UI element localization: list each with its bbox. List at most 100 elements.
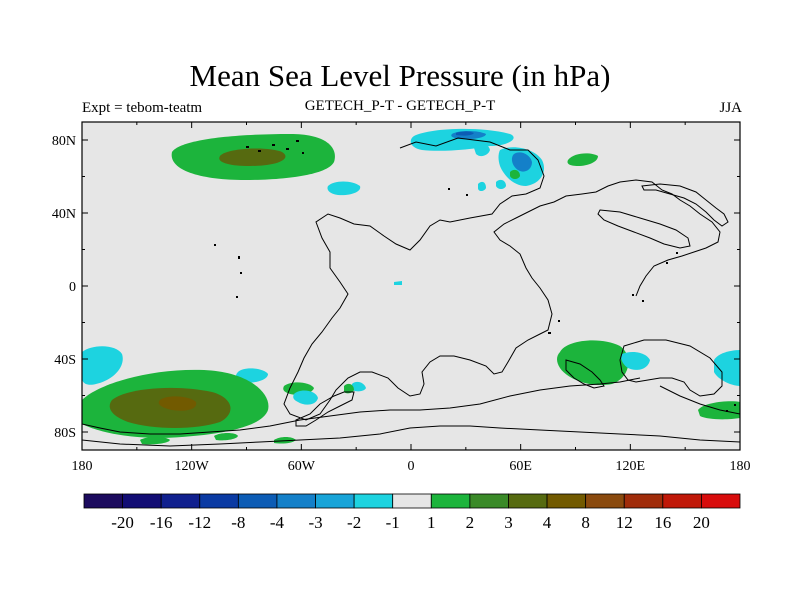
lon-tick-label: 180 bbox=[72, 459, 93, 474]
season-label: JJA bbox=[719, 100, 742, 116]
anomaly-green-asia-small bbox=[567, 153, 598, 166]
island-14 bbox=[642, 300, 644, 302]
island-17 bbox=[448, 188, 450, 190]
colorbar-swatch bbox=[585, 493, 625, 509]
anomaly-east-green bbox=[698, 401, 740, 420]
island-12 bbox=[558, 320, 560, 322]
colorbar-label: 2 bbox=[466, 513, 475, 532]
map-title: Mean Sea Level Pressure (in hPa) bbox=[189, 58, 611, 93]
colorbar-label: -12 bbox=[188, 513, 211, 532]
coastline-northeast-island bbox=[641, 183, 729, 227]
island-6 bbox=[302, 152, 304, 154]
island-7 bbox=[214, 244, 216, 246]
longitude-axis: 180 120W 60W 0 60E 120E 180 bbox=[72, 122, 751, 474]
lat-tick-label: 80S bbox=[54, 426, 76, 441]
anomaly-south-pacific-brown bbox=[158, 396, 197, 411]
anomaly-south-green-1 bbox=[140, 437, 170, 445]
colorbar: -20 -16 -12 -8 -4 -3 -2 -1 1 2 3 4 8 12 16 20 bbox=[83, 493, 741, 532]
colorbar-label: 4 bbox=[543, 513, 552, 532]
colorbar-swatch bbox=[315, 493, 355, 509]
anomaly-south-cyan-west bbox=[82, 346, 123, 385]
lon-tick-label: 180 bbox=[730, 459, 751, 474]
colorbar-swatch bbox=[392, 493, 432, 509]
island-1 bbox=[246, 146, 249, 148]
lat-tick-label: 40S bbox=[54, 353, 76, 368]
anomaly-arctic-cyan-2 bbox=[474, 143, 490, 157]
colorbar-swatch bbox=[623, 493, 664, 509]
coastline-antarctic bbox=[81, 425, 741, 447]
colorbar-label: -1 bbox=[386, 513, 400, 532]
anomaly-south-green-2 bbox=[214, 433, 238, 441]
colorbar-swatch bbox=[160, 493, 201, 509]
colorbar-swatch bbox=[199, 493, 239, 509]
colorbar-swatch bbox=[469, 493, 509, 509]
colorbar-label: 8 bbox=[581, 513, 590, 532]
anomaly-east-cyan bbox=[714, 350, 740, 386]
island-13 bbox=[632, 294, 634, 296]
anomaly-cyan-small-2 bbox=[478, 181, 486, 191]
colorbar-label: -8 bbox=[231, 513, 245, 532]
anomaly-fills bbox=[82, 128, 740, 445]
anomaly-indian-ocean-green bbox=[557, 340, 629, 386]
lon-tick-label: 60W bbox=[288, 459, 316, 474]
lat-tick-label: 80N bbox=[52, 134, 76, 149]
island-18 bbox=[466, 194, 468, 196]
lat-tick-label: 40N bbox=[52, 207, 76, 222]
anomaly-north-pacific-olive bbox=[219, 148, 286, 166]
colorbar-label: 12 bbox=[616, 513, 633, 532]
anomaly-siberia-green bbox=[510, 169, 520, 179]
lon-tick-label: 120E bbox=[616, 459, 646, 474]
colorbar-label: -20 bbox=[111, 513, 134, 532]
colorbar-swatch bbox=[546, 493, 587, 509]
lon-tick-label: 0 bbox=[408, 459, 415, 474]
anomaly-cyan-north-small bbox=[327, 181, 361, 196]
anomaly-indian-cyan bbox=[621, 352, 650, 370]
island-20 bbox=[726, 410, 728, 412]
experiment-label: Expt = tebom-teatm bbox=[82, 100, 203, 116]
colorbar-label: -4 bbox=[270, 513, 285, 532]
colorbar-label: -3 bbox=[308, 513, 322, 532]
colorbar-label: 1 bbox=[427, 513, 436, 532]
island-11 bbox=[548, 332, 551, 334]
island-dots bbox=[214, 140, 736, 412]
island-16 bbox=[676, 252, 678, 254]
lon-tick-label: 120W bbox=[175, 459, 210, 474]
island-10 bbox=[236, 296, 238, 298]
latitude-axis: 80N 40N 0 40S 80S bbox=[52, 134, 740, 441]
anomaly-south-cyan-atlantic-2 bbox=[352, 381, 366, 392]
colorbar-label: -16 bbox=[150, 513, 173, 532]
coastline-southern-arc bbox=[81, 377, 641, 435]
colorbar-swatch bbox=[662, 493, 702, 509]
colorbar-label: 16 bbox=[654, 513, 671, 532]
island-4 bbox=[286, 148, 289, 150]
coastline-indian-island bbox=[565, 359, 605, 389]
anomaly-tropical-cyan-speck bbox=[394, 281, 402, 285]
colorbar-swatch bbox=[353, 493, 394, 509]
anomaly-siberia-blue bbox=[511, 152, 532, 172]
colorbar-swatch bbox=[237, 493, 278, 509]
coastline-east-australia bbox=[619, 339, 723, 397]
anomaly-cyan-small-1 bbox=[496, 179, 506, 189]
colorbar-label: 3 bbox=[504, 513, 513, 532]
colorbar-swatch bbox=[276, 493, 316, 509]
island-3 bbox=[272, 144, 275, 146]
coastline-north-continent bbox=[283, 137, 721, 421]
colorbar-label: -2 bbox=[347, 513, 361, 532]
island-5 bbox=[296, 140, 299, 142]
colorbar-swatch bbox=[122, 493, 162, 509]
lon-tick-label: 60E bbox=[509, 459, 532, 474]
coastline-southern-peninsula bbox=[295, 391, 355, 427]
coastline-east-strip bbox=[597, 209, 691, 249]
lat-tick-label: 0 bbox=[69, 280, 76, 295]
colorbar-swatch bbox=[701, 493, 741, 509]
anomaly-south-green-atlantic bbox=[344, 383, 354, 394]
colorbar-label: 20 bbox=[693, 513, 710, 532]
island-2 bbox=[258, 150, 261, 152]
anomaly-south-cyan-atlantic bbox=[293, 390, 318, 405]
anomaly-arctic-darkblue bbox=[456, 131, 474, 136]
colorbar-swatch bbox=[508, 493, 548, 509]
island-15 bbox=[666, 262, 668, 264]
colorbar-swatch bbox=[83, 493, 123, 509]
colorbar-swatch bbox=[430, 493, 471, 509]
